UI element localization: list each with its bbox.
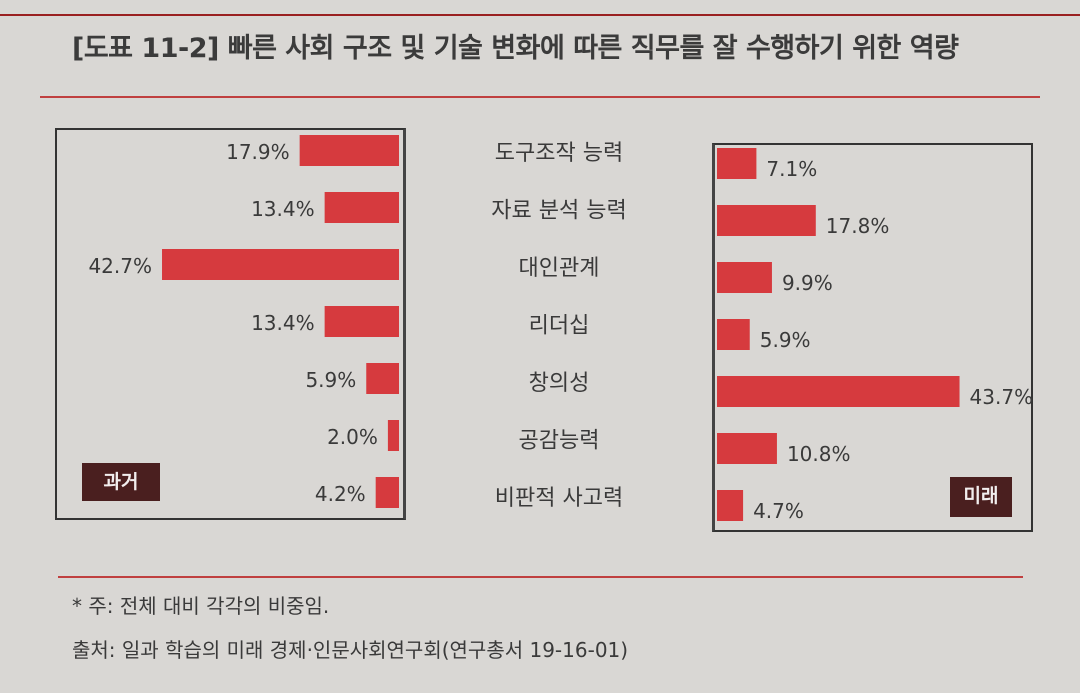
past-value-label: 4.2% bbox=[315, 482, 366, 506]
past-value-label: 5.9% bbox=[305, 368, 356, 392]
category-label: 리더십 bbox=[529, 314, 590, 339]
future-bar bbox=[717, 319, 750, 350]
future-bar bbox=[717, 433, 777, 464]
future-bar bbox=[717, 262, 772, 293]
future-value-label: 43.7% bbox=[970, 385, 1034, 409]
future-bar bbox=[717, 148, 757, 179]
future-value-label: 10.8% bbox=[787, 442, 851, 466]
future-tag: 미래 bbox=[950, 477, 1012, 517]
footnote: * 주: 전체 대비 각각의 비중임. bbox=[72, 594, 330, 618]
past-value-label: 17.9% bbox=[226, 140, 290, 164]
chart-title: [도표 11-2] 빠른 사회 구조 및 기술 변화에 따른 직무를 잘 수행하… bbox=[72, 33, 959, 64]
future-bar bbox=[717, 490, 744, 521]
future-panel-frame bbox=[712, 143, 1033, 532]
past-tag: 과거 bbox=[82, 463, 160, 501]
title-rule bbox=[40, 96, 1040, 98]
past-value-label: 2.0% bbox=[327, 425, 378, 449]
category-label: 비판적 사고력 bbox=[495, 486, 623, 511]
future-value-label: 7.1% bbox=[766, 157, 817, 181]
category-label: 창의성 bbox=[529, 371, 590, 396]
past-bar bbox=[324, 306, 399, 337]
past-panel-frame bbox=[55, 128, 406, 520]
category-label: 공감능력 bbox=[519, 429, 600, 454]
footer-rule bbox=[58, 576, 1023, 578]
category-label: 대인관계 bbox=[519, 256, 600, 281]
past-bar bbox=[375, 477, 399, 508]
future-value-label: 9.9% bbox=[782, 271, 833, 295]
future-value-label: 5.9% bbox=[760, 328, 811, 352]
past-bar bbox=[387, 420, 399, 451]
future-bar bbox=[717, 205, 816, 236]
future-value-label: 4.7% bbox=[753, 499, 804, 523]
past-value-label: 13.4% bbox=[251, 311, 315, 335]
past-value-label: 42.7% bbox=[88, 254, 152, 278]
category-label: 자료 분석 능력 bbox=[491, 199, 626, 224]
past-bar bbox=[162, 249, 399, 280]
category-label: 도구조작 능력 bbox=[495, 141, 623, 166]
past-bar bbox=[366, 363, 399, 394]
top-rule bbox=[0, 14, 1080, 16]
source-note: 출처: 일과 학습의 미래 경제·인문사회연구회(연구총서 19-16-01) bbox=[72, 638, 629, 662]
past-bar bbox=[324, 192, 399, 223]
past-bar bbox=[299, 135, 399, 166]
past-value-label: 13.4% bbox=[251, 197, 315, 221]
future-value-label: 17.8% bbox=[826, 214, 890, 238]
future-bar bbox=[717, 376, 960, 407]
